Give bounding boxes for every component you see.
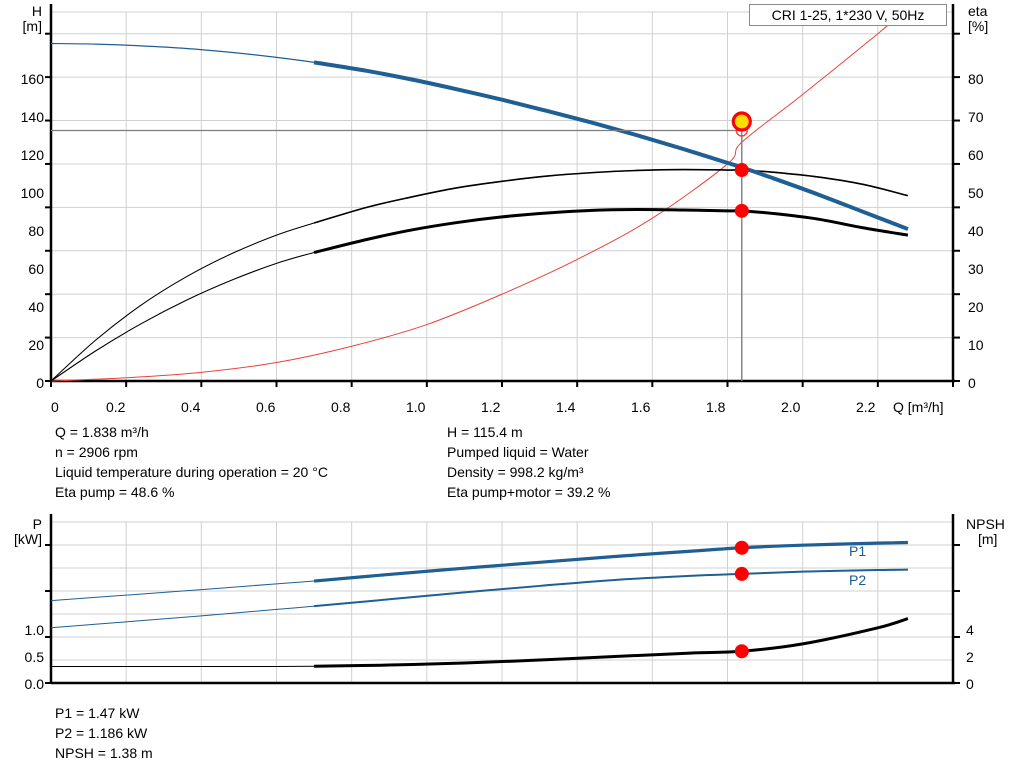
p-title-line1: P bbox=[32, 516, 42, 532]
y-left-title-line2: [m] bbox=[22, 18, 42, 34]
y-right-tick-20: 20 bbox=[968, 299, 984, 315]
y-left-tick-80: 80 bbox=[28, 223, 44, 239]
y-left-title-line1: H bbox=[31, 3, 42, 19]
top-chart-info-block: Q = 1.838 m³/h n = 2906 rpm Liquid tempe… bbox=[0, 422, 1024, 510]
info-npsh: NPSH = 1.38 m bbox=[55, 745, 153, 761]
npsh-tick-2: 2 bbox=[966, 649, 974, 665]
y-right-tick-30: 30 bbox=[968, 261, 984, 277]
duty-marker-p2 bbox=[734, 566, 749, 581]
info-column-1: Q = 1.838 m³/h n = 2906 rpm Liquid tempe… bbox=[55, 422, 328, 502]
y-left-tick-120: 120 bbox=[20, 147, 44, 163]
chart-title-text: CRI 1-25, 1*230 V, 50Hz bbox=[771, 7, 925, 23]
y-right-tick-50: 50 bbox=[968, 185, 984, 201]
info-column-2: H = 115.4 m Pumped liquid = Water Densit… bbox=[447, 422, 610, 502]
y-left-tick-40: 40 bbox=[28, 299, 44, 315]
p-title-line2: [kW] bbox=[14, 531, 42, 547]
y-left-tick-140: 140 bbox=[20, 109, 44, 125]
top-chart-plot bbox=[45, 4, 960, 387]
bottom-chart-y-right-axis-title: NPSH [m] bbox=[966, 517, 1024, 547]
y-right-tick-60: 60 bbox=[968, 147, 984, 163]
info-h: H = 115.4 m bbox=[447, 424, 523, 440]
p-tick-0.0: 0.0 bbox=[24, 676, 44, 692]
top-chart-y-left-axis-title: H [m] bbox=[18, 4, 42, 34]
npsh-tick-0: 0 bbox=[966, 676, 974, 692]
y-right-tick-70: 70 bbox=[968, 109, 984, 125]
y-left-tick-0: 0 bbox=[36, 375, 44, 391]
info-p1: P1 = 1.47 kW bbox=[55, 705, 140, 721]
eta-duty-marker bbox=[734, 163, 749, 178]
npsh-title-line1: NPSH bbox=[966, 516, 1005, 532]
info-eta-pump-motor: Eta pump+motor = 39.2 % bbox=[447, 484, 611, 500]
info-q: Q = 1.838 m³/h bbox=[55, 424, 149, 440]
info-liquid-temperature: Liquid temperature during operation = 20… bbox=[55, 464, 328, 480]
p-tick-0.5: 0.5 bbox=[24, 649, 44, 665]
eta-duty-marker bbox=[734, 203, 749, 218]
info-n: n = 2906 rpm bbox=[55, 444, 138, 460]
duty-marker-p1 bbox=[734, 540, 749, 555]
y-left-tick-160: 160 bbox=[20, 71, 44, 87]
npsh-tick-4: 4 bbox=[966, 622, 974, 638]
series-label-p2: P2 bbox=[849, 572, 867, 588]
bottom-chart-y-left-axis-title: P [kW] bbox=[10, 517, 42, 547]
top-chart-y-right-axis-title: eta [%] bbox=[968, 4, 1022, 34]
y-right-tick-80: 80 bbox=[968, 71, 984, 87]
duty-marker-npsh bbox=[734, 644, 749, 659]
p-tick-1.0: 1.0 bbox=[24, 622, 44, 638]
info-eta-pump: Eta pump = 48.6 % bbox=[55, 484, 175, 500]
y-right-tick-40: 40 bbox=[968, 223, 984, 239]
bottom-chart-info-block: P1 = 1.47 kW P2 = 1.186 kW NPSH = 1.38 m bbox=[55, 703, 153, 763]
top-chart: H [m] eta [%] Q [m³/h] 160 140 120 100 8… bbox=[18, 4, 1022, 416]
y-left-tick-60: 60 bbox=[28, 261, 44, 277]
chart-title-box: CRI 1-25, 1*230 V, 50Hz bbox=[749, 4, 947, 26]
y-left-tick-20: 20 bbox=[28, 337, 44, 353]
bottom-chart-plot bbox=[45, 514, 960, 685]
npsh-title-line2: [m] bbox=[978, 531, 998, 547]
head-duty-point bbox=[731, 111, 752, 132]
y-right-title-line1: eta bbox=[968, 3, 988, 19]
info-density: Density = 998.2 kg/m³ bbox=[447, 464, 584, 480]
y-right-tick-10: 10 bbox=[968, 337, 984, 353]
info-pumped-liquid: Pumped liquid = Water bbox=[447, 444, 589, 460]
y-left-tick-100: 100 bbox=[20, 185, 44, 201]
top-chart-x-axis-title: Q [m³/h] bbox=[893, 399, 944, 415]
y-right-title-line2: [%] bbox=[968, 18, 989, 34]
series-label-p1: P1 bbox=[849, 543, 867, 559]
info-p2: P2 = 1.186 kW bbox=[55, 725, 148, 741]
bottom-chart: P [kW] NPSH [m] 1.0 0.5 0.0 4 2 0 P1 P2 bbox=[0, 512, 1024, 712]
y-right-tick-0: 0 bbox=[968, 375, 976, 391]
